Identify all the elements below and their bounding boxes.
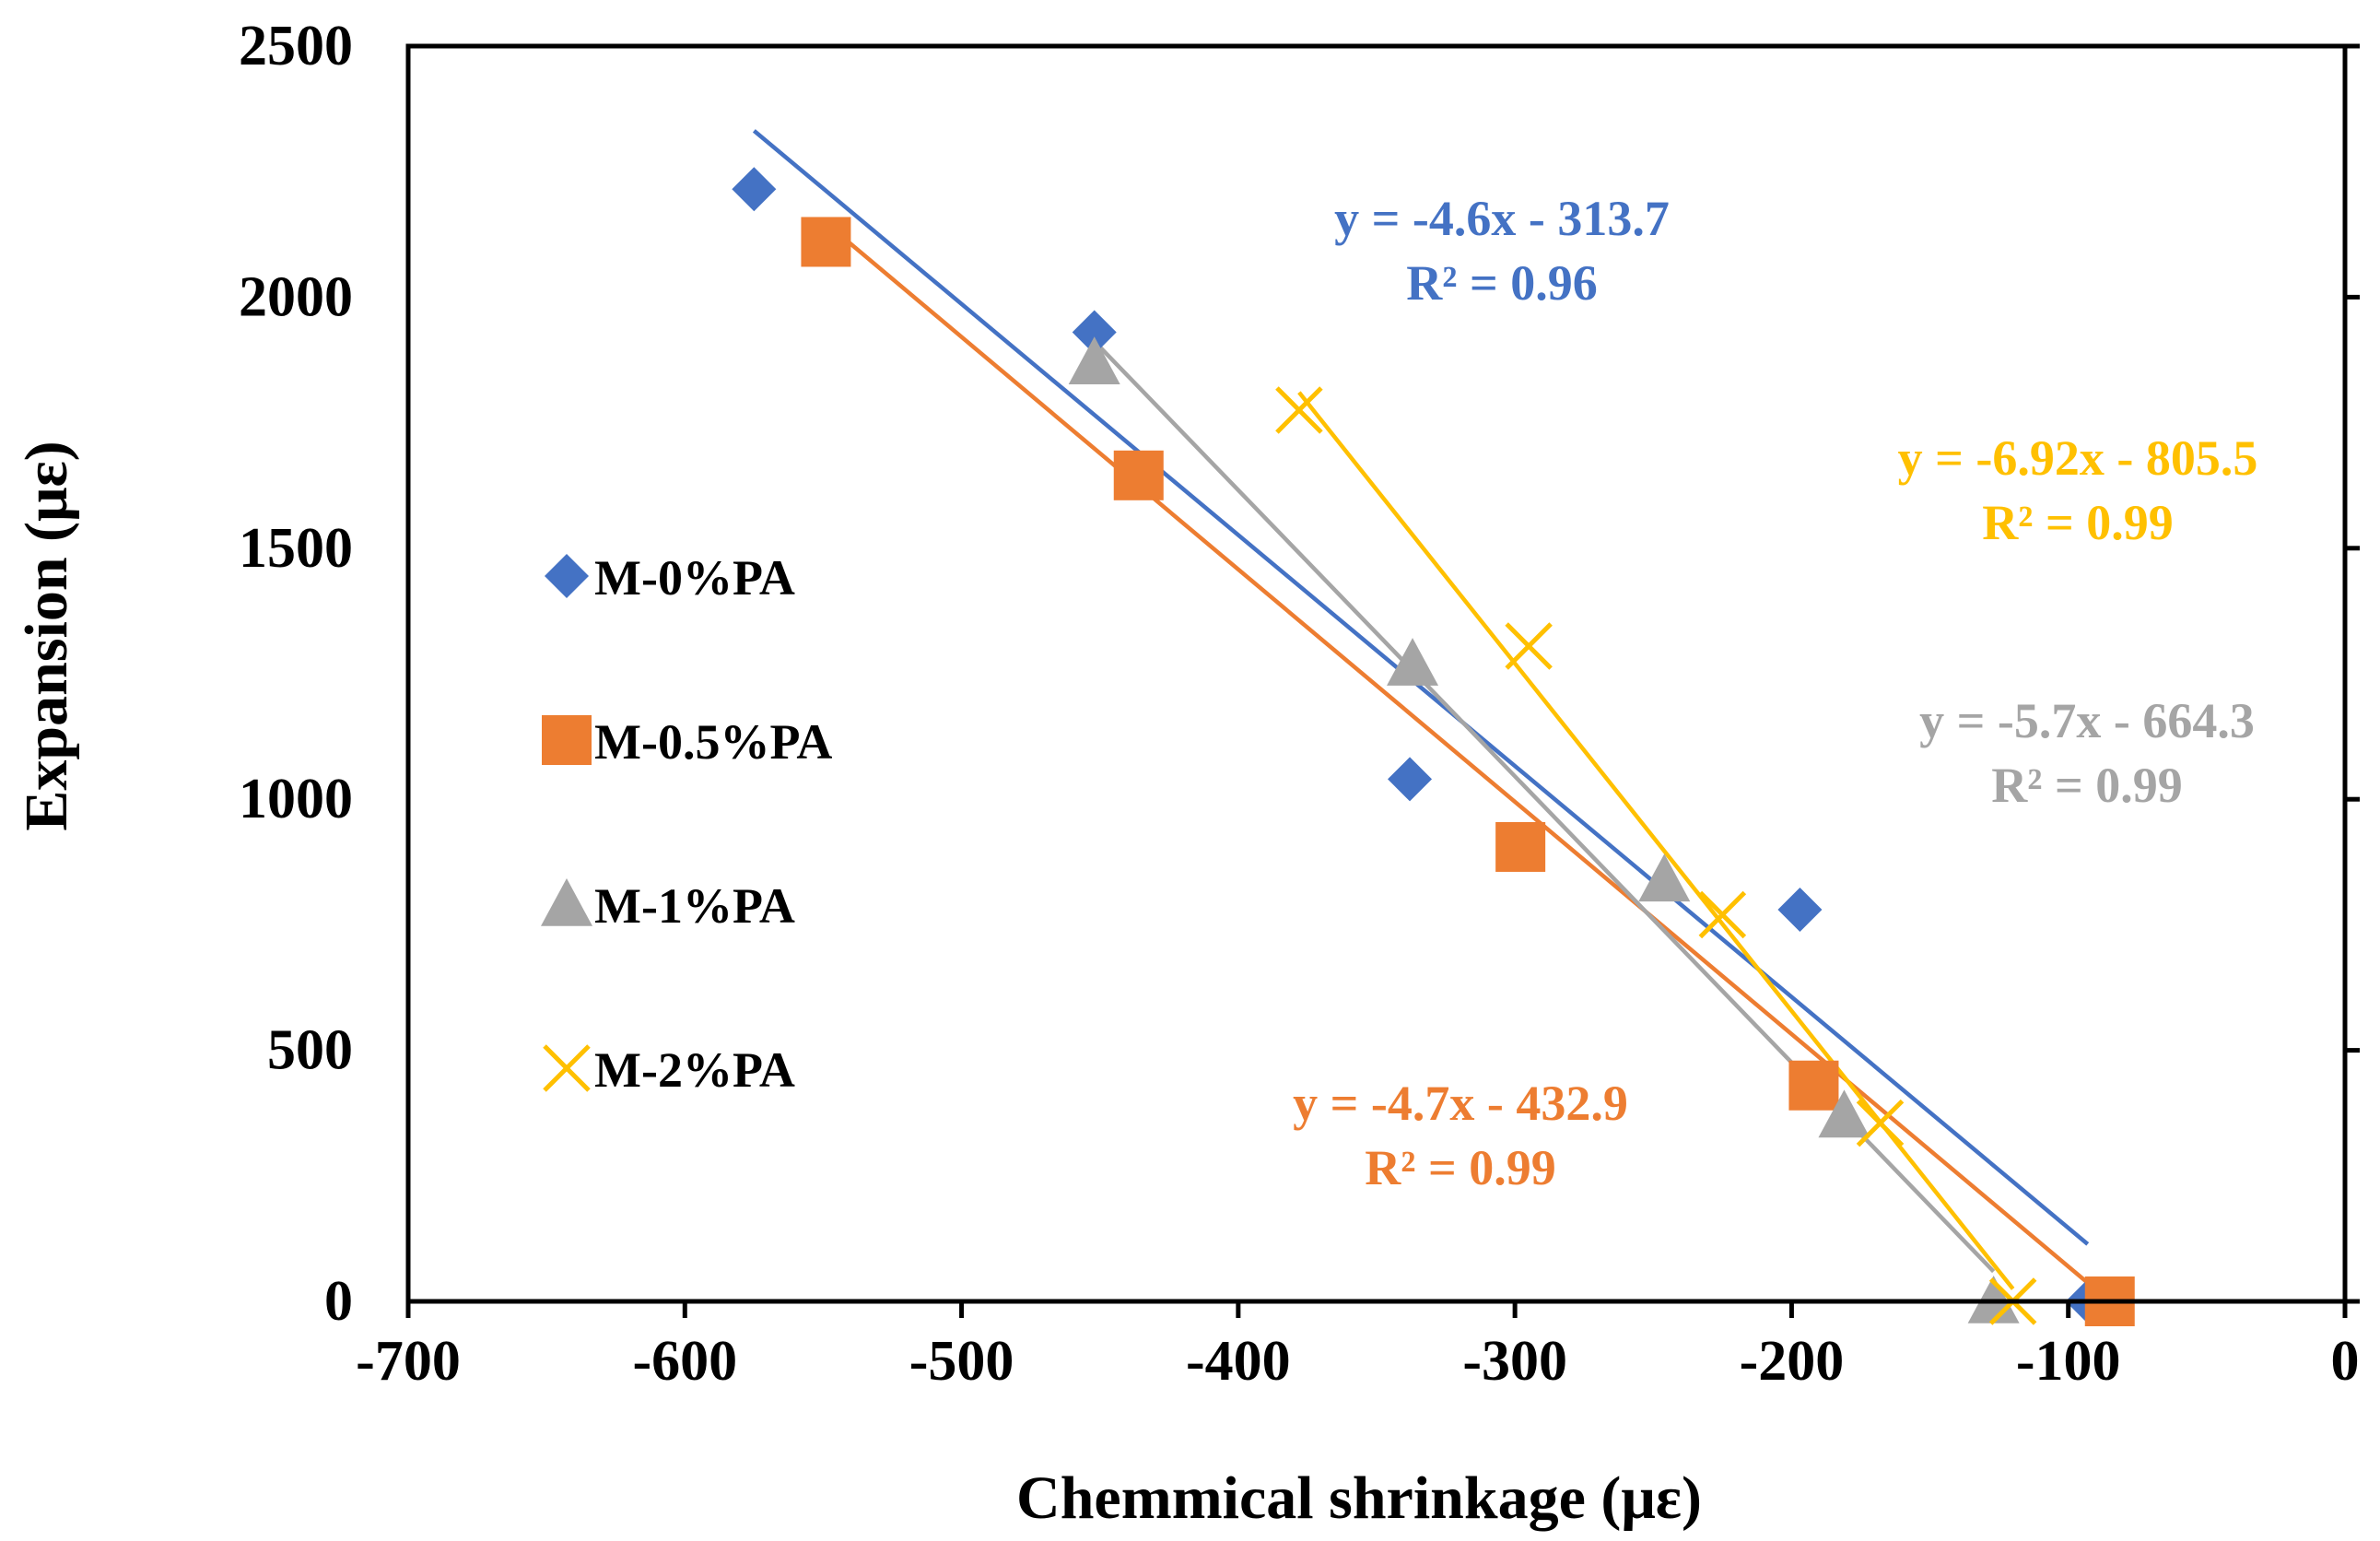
- data-point-series-0: [1072, 310, 1117, 355]
- x-tick-label: -400: [1186, 1330, 1291, 1393]
- data-point-series-2: [1638, 853, 1691, 902]
- data-point-series-0: [732, 167, 777, 212]
- legend-symbol-series-3-stroke: [543, 1044, 591, 1092]
- x-tick-label: -200: [1740, 1330, 1845, 1393]
- axis-ticks: -700 -600 -500 -400 -300 -200 -100 0 0 500 1000 150…: [239, 15, 2360, 1393]
- x-tick-label: -500: [909, 1330, 1014, 1393]
- plot-area-frame: [405, 43, 2348, 1304]
- data-point-series-3-stroke: [1275, 386, 1323, 434]
- data-point-series-1: [1495, 821, 1546, 872]
- equation-m1: y = -5.7x - 664.3: [1919, 693, 2255, 748]
- legend-symbol-series-3: [543, 1044, 591, 1092]
- x-tick-label: -700: [356, 1330, 461, 1393]
- equation-m2: y = -6.92x - 805.5: [1898, 430, 2258, 486]
- data-point-series-3: [1698, 890, 1747, 939]
- r2-m2: R² = 0.99: [1982, 495, 2173, 550]
- y-axis-title: Expansion (με): [13, 441, 80, 830]
- data-point-series-0: [1388, 757, 1433, 802]
- data-point-series-3-stroke: [1505, 622, 1553, 670]
- legend-label-3: M-2%PA: [594, 1042, 795, 1098]
- x-axis-title: Chemmical shrinkage (με): [1016, 1465, 1702, 1532]
- equation-m05: y = -4.7x - 432.9: [1293, 1076, 1628, 1131]
- data-markers: [732, 167, 2135, 1326]
- y-tick-label: 1500: [239, 517, 353, 580]
- data-point-series-1: [801, 217, 851, 267]
- data-point-series-1: [1788, 1060, 1839, 1111]
- r2-m05: R² = 0.99: [1365, 1140, 1555, 1195]
- data-point-series-3-stroke: [1856, 1099, 1905, 1147]
- data-point-series-1: [1113, 450, 1164, 500]
- data-point-series-3: [1275, 386, 1323, 434]
- data-point-series-3-stroke: [1698, 890, 1747, 939]
- data-point-series-3: [1856, 1099, 1905, 1147]
- y-tick-label: 0: [324, 1270, 353, 1333]
- legend-symbol-series-0: [545, 554, 589, 598]
- r2-m0: R² = 0.96: [1406, 255, 1597, 311]
- legend-marker-2: [541, 878, 592, 926]
- equation-m0: y = -4.6x - 313.7: [1334, 191, 1670, 246]
- legend-label-2: M-1%PA: [594, 878, 795, 934]
- legend-label-0: M-0%PA: [594, 550, 795, 606]
- legend-marker-0: [545, 554, 589, 598]
- data-point-series-0: [1777, 888, 1823, 933]
- r2-m1: R² = 0.99: [1991, 758, 2182, 813]
- x-tick-label: -300: [1462, 1330, 1567, 1393]
- legend-marker-3: [543, 1044, 591, 1092]
- legend-marker-1: [542, 715, 592, 765]
- data-point-series-3: [1505, 622, 1553, 670]
- legend-label-1: M-0.5%PA: [594, 714, 832, 770]
- x-tick-label: -100: [2016, 1330, 2121, 1393]
- y-tick-label: 2500: [239, 15, 353, 77]
- trendline-equations: y = -4.6x - 313.7 R² = 0.96 y = -4.7x - …: [1293, 191, 2257, 1195]
- y-tick-label: 500: [267, 1019, 353, 1082]
- x-tick-label: 0: [2331, 1330, 2360, 1393]
- legend: M-0%PA M-0.5%PA M-1%PA M-2%PA: [541, 550, 832, 1098]
- trendline-series-1: [824, 221, 2112, 1303]
- y-tick-label: 1000: [239, 768, 353, 830]
- data-point-series-2: [1387, 638, 1439, 686]
- trendline-series-0: [752, 129, 2090, 1246]
- data-point-series-2: [1818, 1089, 1870, 1138]
- x-tick-label: -600: [632, 1330, 737, 1393]
- legend-symbol-series-2: [541, 878, 592, 926]
- data-point-series-2: [1068, 336, 1120, 385]
- y-tick-label: 2000: [239, 265, 353, 328]
- legend-symbol-series-1: [542, 715, 592, 765]
